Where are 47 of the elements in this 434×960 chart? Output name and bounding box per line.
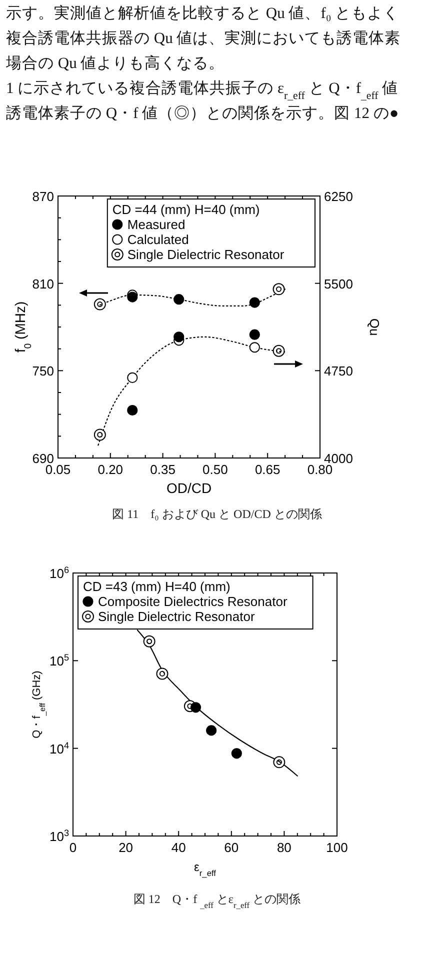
point [231, 748, 242, 759]
x-axis-title: OD/CD [166, 480, 212, 496]
point [174, 332, 184, 342]
y2-tick-label: 5500 [324, 276, 353, 292]
caption: 図 12 Q・f $_{_eff}$ とε$_{r_eff}$ との関係 [133, 892, 301, 910]
point [206, 725, 217, 736]
x-tick-label: 0.20 [98, 462, 124, 477]
y-tick-label: 870 [32, 189, 54, 204]
legend-label: Single Dielectric Resonator [98, 609, 256, 624]
y2-tick-label: 6250 [324, 189, 353, 204]
text: 誘電体素子の Q・f 値（◎）との関係を示す。図 12 の● [6, 104, 399, 122]
y2-axis-title: Qu [367, 318, 382, 336]
y-tick-label: 810 [32, 276, 54, 292]
legend-label: Composite Dielectrics Resonator [98, 594, 288, 609]
point [249, 297, 260, 308]
point [249, 342, 260, 353]
legend-title: CD =43 (mm) H=40 (mm) [83, 579, 230, 594]
point [127, 372, 138, 383]
point [190, 702, 202, 713]
point [249, 329, 260, 340]
x-tick-label: 80 [276, 840, 292, 855]
x-tick-label: 0.50 [202, 462, 228, 477]
text: 場合の Qu 値よりも高くなる。 [5, 54, 225, 72]
x-tick-label: 0.65 [254, 462, 280, 477]
x-tick-label: 40 [171, 840, 186, 855]
y-tick-label: 10$^{6}$ [49, 565, 69, 581]
y-tick-label: 10$^{4}$ [49, 740, 69, 756]
x-tick-label: 20 [118, 840, 134, 855]
x-tick-label: 0 [69, 840, 77, 855]
legend-title: CD =44 (mm) H=40 (mm) [112, 202, 260, 217]
y2-tick-label: 4750 [324, 364, 353, 379]
x-tick-label: 100 [326, 840, 348, 855]
text: 示す。実測値と解析値を比較すると Qu 値、f₀ ともよく [6, 4, 400, 22]
legend-label: Single Dielectric Resonator [127, 247, 285, 262]
point [174, 294, 184, 305]
y-tick-label: 750 [32, 364, 54, 379]
legend-label: Measured [127, 217, 186, 232]
text: 1 に示されている複合誘電体共振子の ε$_{r_eff}$ と Q・f$_{_eff}$ 値 [6, 79, 398, 102]
y-tick-label: 10$^{5}$ [49, 652, 69, 669]
text: 複合誘電体共振器の Qu 値は、実測においても誘電体素 [6, 29, 401, 47]
point [127, 404, 138, 416]
x-axis-title: ε$_{r_eff}$ [194, 860, 217, 878]
legend-label: Calculated [127, 232, 189, 247]
y-tick-label: 10$^{3}$ [49, 828, 69, 844]
caption: 図 11 f₀ および Qu と OD/CD との関係 [112, 507, 322, 521]
x-tick-label: 60 [224, 840, 239, 855]
x-tick-label: 0.35 [150, 462, 176, 477]
